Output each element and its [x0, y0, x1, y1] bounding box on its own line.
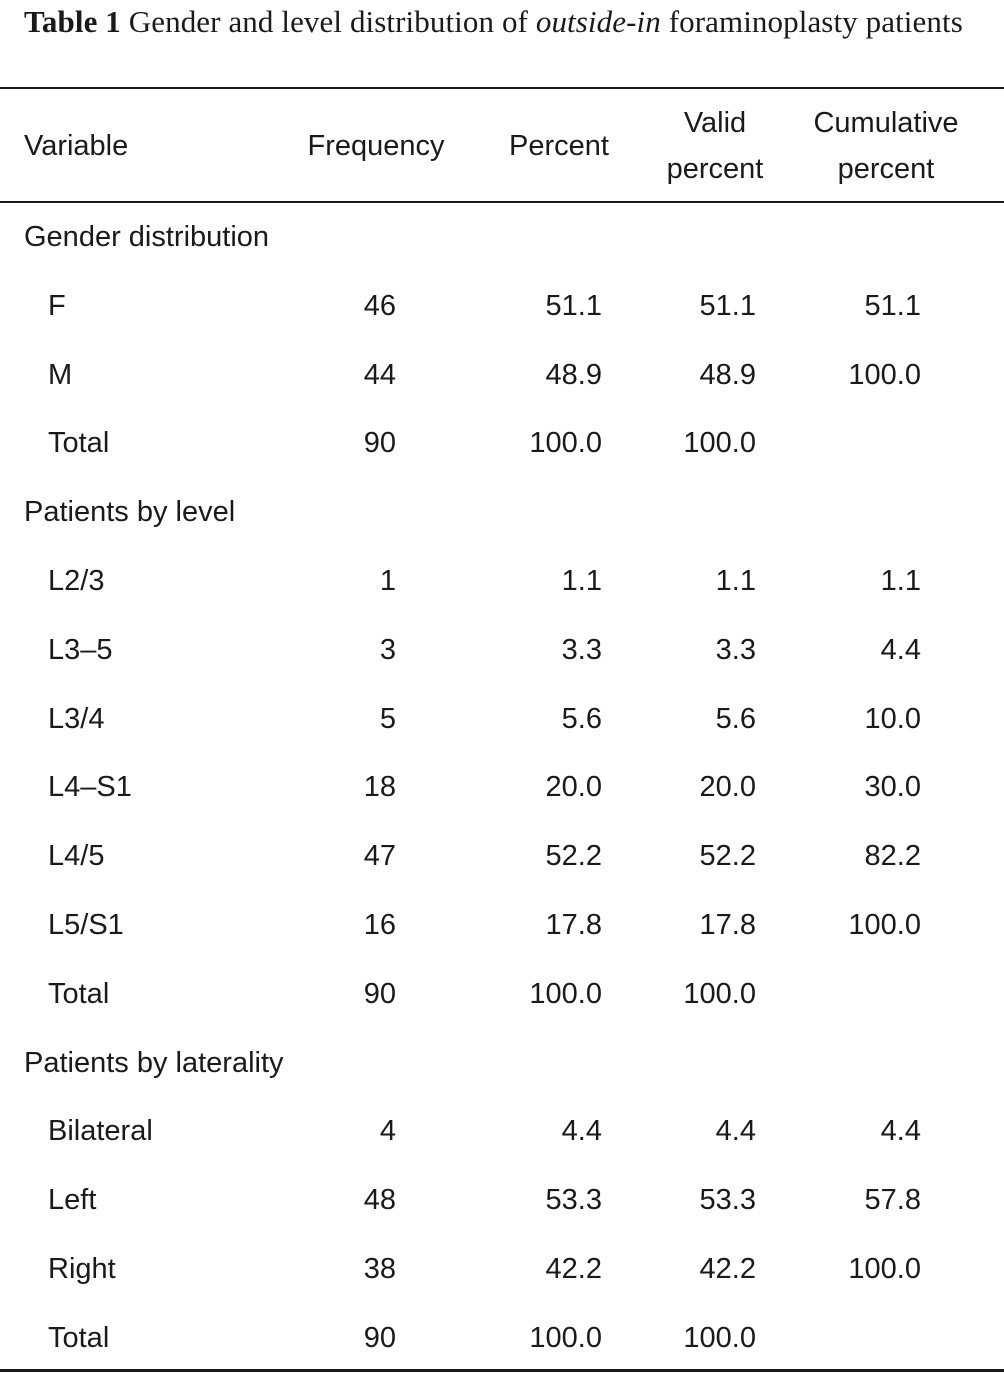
cell-valid-percent: 17.8 — [699, 909, 756, 941]
cell-percent: 100.0 — [529, 427, 602, 460]
cell-cumulative-percent: 51.1 — [864, 289, 921, 322]
cell-frequency: 16 — [363, 909, 396, 941]
cell-frequency: 46 — [363, 289, 396, 322]
section-title: Patients by laterality — [24, 1046, 284, 1079]
cell-valid-percent: 53.3 — [699, 1184, 756, 1217]
header-frequency: Frequency — [307, 130, 445, 162]
cell-percent: 48.9 — [545, 358, 602, 391]
cell-valid-percent: 51.1 — [699, 289, 756, 322]
row-label: L5/S1 — [48, 909, 124, 941]
row-label: L3–5 — [48, 633, 113, 666]
cell-frequency: 3 — [379, 633, 396, 666]
cell-cumulative-percent: 100.0 — [848, 358, 921, 391]
table-bottom-rule — [0, 1369, 1004, 1372]
cell-cumulative-percent: 1.1 — [880, 565, 921, 597]
row-label: F — [48, 289, 66, 322]
row-label: L4–S1 — [48, 771, 132, 804]
cell-valid-percent: 42.2 — [699, 1253, 756, 1285]
cell-valid-percent: 5.6 — [715, 702, 756, 735]
row-label: L2/3 — [48, 565, 105, 597]
cell-percent: 52.2 — [545, 840, 602, 873]
section-title: Gender distribution — [24, 221, 270, 253]
header-cumulative-percent-line1: Cumulative — [813, 107, 959, 139]
header-percent: Percent — [509, 130, 609, 162]
cell-cumulative-percent: 100.0 — [848, 1253, 921, 1285]
cell-valid-percent: 48.9 — [699, 358, 756, 391]
cell-percent: 4.4 — [561, 1115, 602, 1148]
cell-percent: 5.6 — [561, 702, 602, 735]
row-label: M — [48, 358, 73, 391]
row-label: L3/4 — [48, 702, 105, 735]
cell-percent: 17.8 — [545, 909, 602, 941]
cell-frequency: 90 — [363, 427, 396, 460]
section-title: Patients by level — [24, 496, 236, 529]
cell-percent: 53.3 — [545, 1184, 602, 1217]
row-label: Right — [48, 1253, 116, 1285]
row-label: Bilateral — [48, 1115, 153, 1148]
table-header-rule — [0, 201, 1004, 203]
cell-valid-percent: 100.0 — [683, 977, 756, 1010]
cell-cumulative-percent: 30.0 — [864, 771, 921, 804]
cell-cumulative-percent: 10.0 — [864, 702, 921, 735]
table-caption: Table 1 Gender and level distribution of… — [24, 0, 994, 44]
cell-cumulative-percent: 82.2 — [864, 840, 921, 873]
cell-frequency: 48 — [363, 1184, 396, 1217]
cell-frequency: 5 — [379, 702, 396, 735]
cell-frequency: 47 — [363, 840, 396, 873]
row-label: Total — [48, 977, 110, 1010]
cell-percent: 1.1 — [561, 565, 602, 597]
cell-valid-percent: 3.3 — [715, 633, 756, 666]
cell-frequency: 1 — [379, 565, 396, 597]
cell-percent: 100.0 — [529, 1321, 602, 1354]
cell-frequency: 18 — [363, 771, 396, 804]
cell-valid-percent: 100.0 — [683, 427, 756, 460]
cell-valid-percent: 52.2 — [699, 840, 756, 873]
row-label: Total — [48, 1321, 110, 1354]
header-valid-percent-line1: Valid — [683, 107, 747, 139]
caption-text-before: Gender and level distribution of — [128, 4, 528, 39]
cell-percent: 100.0 — [529, 977, 602, 1010]
header-valid-percent-line2: percent — [666, 153, 764, 185]
cell-frequency: 38 — [363, 1253, 396, 1285]
caption-text-after: foraminoplasty patients — [668, 4, 963, 39]
cell-frequency: 90 — [363, 1321, 396, 1354]
cell-frequency: 90 — [363, 977, 396, 1010]
cell-cumulative-percent: 100.0 — [848, 909, 921, 941]
row-label: Total — [48, 427, 110, 460]
caption-text-italic: outside-in — [535, 4, 661, 39]
header-variable: Variable — [24, 130, 129, 162]
table-top-rule — [0, 87, 1004, 89]
cell-percent: 3.3 — [561, 633, 602, 666]
cell-valid-percent: 1.1 — [715, 565, 756, 597]
cell-percent: 42.2 — [545, 1253, 602, 1285]
row-label: Left — [48, 1184, 97, 1217]
cell-frequency: 44 — [363, 358, 396, 391]
cell-valid-percent: 100.0 — [683, 1321, 756, 1354]
table-label: Table 1 — [24, 4, 121, 39]
cell-frequency: 4 — [379, 1115, 396, 1148]
row-label: L4/5 — [48, 840, 105, 873]
cell-cumulative-percent: 4.4 — [880, 1115, 921, 1148]
cell-cumulative-percent: 4.4 — [880, 633, 921, 666]
header-cumulative-percent-line2: percent — [837, 153, 935, 185]
cell-valid-percent: 4.4 — [715, 1115, 756, 1148]
cell-percent: 20.0 — [545, 771, 602, 804]
cell-cumulative-percent: 57.8 — [864, 1184, 921, 1217]
cell-percent: 51.1 — [545, 289, 602, 322]
cell-valid-percent: 20.0 — [699, 771, 756, 804]
